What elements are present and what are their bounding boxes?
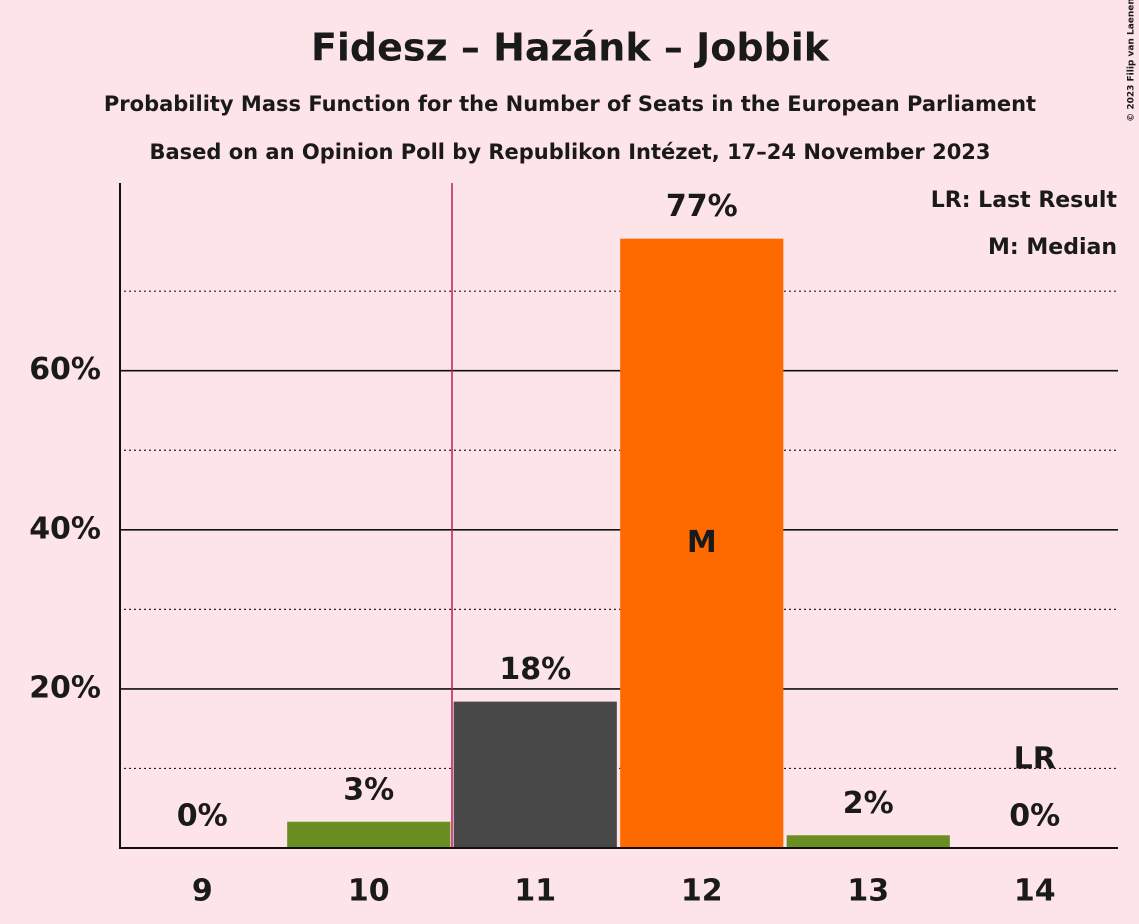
chart-subtitle: Based on an Opinion Poll by Republikon I… [149,140,990,164]
legend-entry: LR: Last Result [931,188,1118,213]
chart-title: Fidesz – Hazánk – Jobbik [311,26,830,70]
y-tick-label: 40% [29,511,101,546]
bar [786,835,950,848]
y-tick-label: 60% [29,352,101,387]
value-label: 2% [843,786,894,821]
x-tick-label: 12 [681,874,723,909]
x-tick-label: 13 [847,874,889,909]
value-label: 18% [499,652,571,687]
value-label: 77% [666,189,738,224]
x-tick-label: 11 [514,874,556,909]
annotation: LR [1014,742,1056,777]
value-label: 0% [1009,799,1060,834]
legend-entry: M: Median [988,235,1117,260]
bar [453,701,617,848]
bar [287,821,451,848]
value-label: 3% [343,772,394,807]
x-tick-label: 14 [1014,874,1056,909]
annotation: M [687,525,717,560]
copyright: © 2023 Filip van Laenen [1127,0,1137,122]
x-tick-label: 10 [348,874,390,909]
x-tick-label: 9 [192,874,213,909]
chart-subtitle: Probability Mass Function for the Number… [104,92,1036,116]
bar [620,238,784,848]
value-label: 0% [177,799,228,834]
y-tick-label: 20% [29,670,101,705]
